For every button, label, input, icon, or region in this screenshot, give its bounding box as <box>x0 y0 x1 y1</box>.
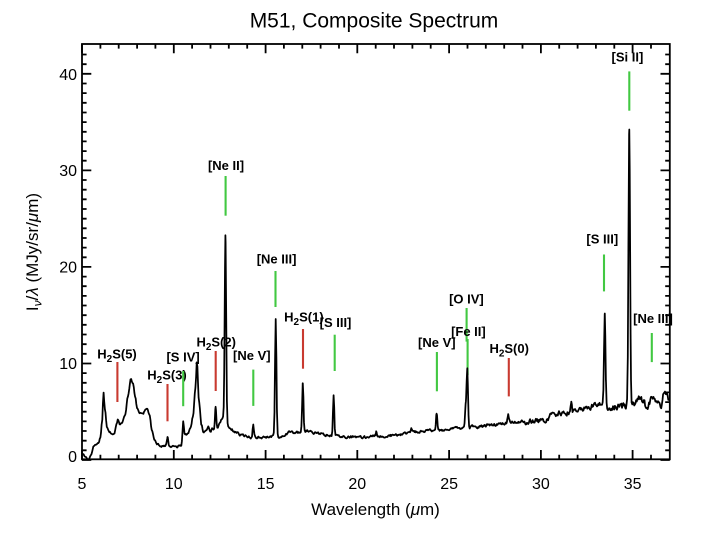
svg-text:[Ne III]: [Ne III] <box>257 252 297 267</box>
svg-text:40: 40 <box>59 67 77 84</box>
svg-text:[Ne V]: [Ne V] <box>233 348 271 363</box>
svg-text:20: 20 <box>348 476 366 493</box>
svg-text:20: 20 <box>59 260 77 277</box>
svg-text:30: 30 <box>532 476 550 493</box>
svg-text:15: 15 <box>257 476 275 493</box>
svg-text:[Ne II]: [Ne II] <box>208 158 244 173</box>
svg-text:35: 35 <box>624 476 642 493</box>
svg-text:M51, Composite Spectrum: M51, Composite Spectrum <box>250 10 499 33</box>
svg-text:[O IV]: [O IV] <box>449 291 484 306</box>
svg-text:[Si II]: [Si II] <box>612 49 644 64</box>
svg-text:0: 0 <box>68 449 77 466</box>
svg-text:5: 5 <box>78 476 87 493</box>
svg-text:Wavelength (μm): Wavelength (μm) <box>311 500 440 519</box>
svg-text:25: 25 <box>440 476 458 493</box>
svg-text:30: 30 <box>59 163 77 180</box>
svg-text:10: 10 <box>59 356 77 373</box>
svg-text:[S III]: [S III] <box>586 232 618 247</box>
svg-text:[Ne V]: [Ne V] <box>418 335 456 350</box>
svg-text:H2S(3): H2S(3) <box>147 368 187 387</box>
svg-text:Iν/λ (MJy/sr/μm): Iν/λ (MJy/sr/μm) <box>23 193 45 311</box>
svg-text:[Ne III]: [Ne III] <box>633 311 673 326</box>
svg-text:[S IV]: [S IV] <box>166 350 199 365</box>
svg-text:[S III]: [S III] <box>320 315 352 330</box>
svg-text:10: 10 <box>165 476 183 493</box>
svg-text:[Fe II]: [Fe II] <box>451 324 486 339</box>
